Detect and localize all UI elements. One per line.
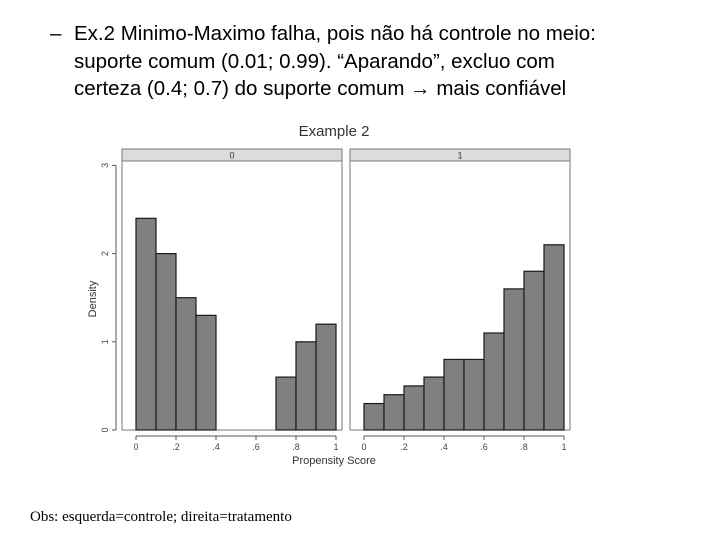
x-tick-label: .6 bbox=[252, 442, 260, 452]
y-tick-label: 2 bbox=[100, 251, 110, 256]
x-tick-label: .4 bbox=[440, 442, 448, 452]
histogram-bar bbox=[523, 270, 545, 431]
x-axis-label: Propensity Score bbox=[292, 455, 376, 467]
y-tick-label: 1 bbox=[100, 339, 110, 344]
x-tick-label: 0 bbox=[361, 442, 366, 452]
x-tick-label: .8 bbox=[520, 442, 528, 452]
histogram-bar bbox=[423, 376, 445, 431]
histogram-bar bbox=[275, 376, 297, 431]
histogram-chart: Example 2 Density Propensity Score 01230… bbox=[87, 123, 571, 467]
x-tick-label: .2 bbox=[172, 442, 180, 452]
histogram-bar bbox=[295, 341, 317, 431]
x-tick-label: 1 bbox=[561, 442, 566, 452]
chart-title: Example 2 bbox=[299, 123, 370, 140]
histogram-bar bbox=[363, 402, 385, 431]
histogram-bar bbox=[483, 332, 505, 431]
x-tick-label: 0 bbox=[133, 442, 138, 452]
histogram-bar bbox=[155, 253, 177, 431]
x-tick-label: .4 bbox=[212, 442, 220, 452]
histogram-bar bbox=[403, 385, 425, 431]
panels: 0 1 2 3 0 0 .2 .4 .6 .8 1 1 0 .2 .4 .6 .8 1 bbox=[100, 148, 571, 452]
bullet-line-2: suporte comum (0.01; 0.99). “Aparando”, … bbox=[74, 49, 555, 73]
x-tick-label: .6 bbox=[480, 442, 488, 452]
y-axis-label: Density bbox=[87, 280, 99, 317]
bullet-line-1: Ex.2 Minimo-Maximo falha, pois não há co… bbox=[74, 22, 596, 45]
panel-strip-label: 1 bbox=[457, 151, 462, 161]
y-tick-label: 0 bbox=[100, 427, 110, 432]
histogram-bar bbox=[315, 323, 337, 431]
bullet-dash: – bbox=[50, 22, 62, 45]
panel-strip-label: 0 bbox=[229, 151, 234, 161]
footnote: Obs: esquerda=controle; direita=tratamen… bbox=[30, 509, 292, 525]
bullet-text: Ex.2 Minimo-Maximo falha, pois não há co… bbox=[74, 20, 714, 103]
x-tick-label: .8 bbox=[292, 442, 300, 452]
histogram-bar bbox=[443, 358, 465, 431]
histogram-bar bbox=[503, 288, 525, 431]
histogram-bar bbox=[195, 314, 217, 431]
histogram-bar bbox=[543, 244, 565, 431]
histogram-bar bbox=[135, 217, 157, 431]
histogram-bar bbox=[383, 394, 405, 431]
histogram-bar bbox=[463, 358, 485, 431]
x-tick-label: 1 bbox=[333, 442, 338, 452]
histogram-bar bbox=[175, 297, 197, 431]
y-tick-label: 3 bbox=[100, 163, 110, 168]
bullet-line-3: certeza (0.4; 0.7) do suporte comum → ma… bbox=[74, 77, 567, 100]
x-tick-label: .2 bbox=[400, 442, 408, 452]
